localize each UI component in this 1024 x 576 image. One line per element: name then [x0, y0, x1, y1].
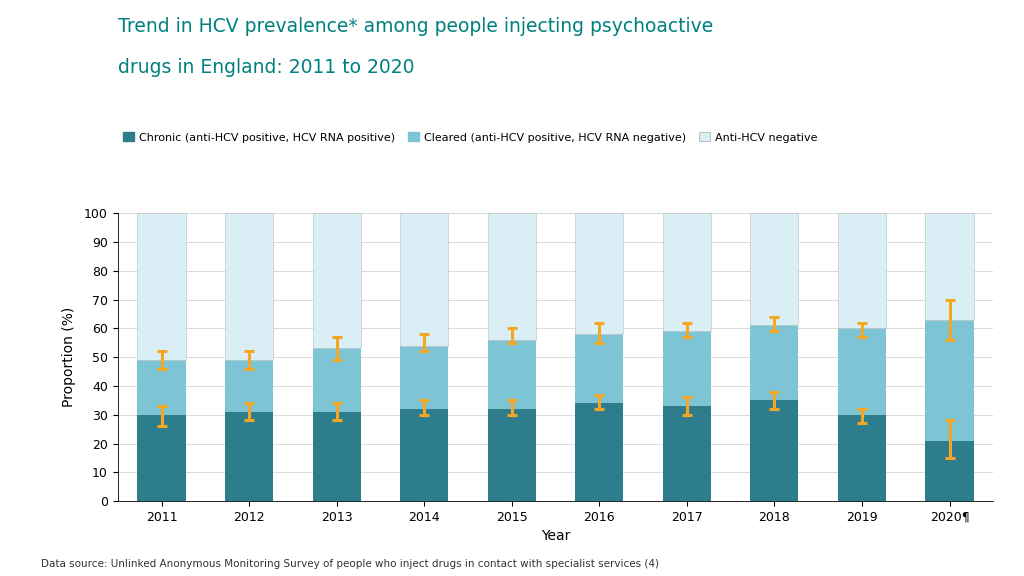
Bar: [312, 213, 360, 348]
X-axis label: Year: Year: [541, 529, 570, 543]
Bar: [838, 213, 886, 328]
Bar: [838, 328, 886, 415]
Bar: [225, 213, 273, 360]
Bar: [926, 320, 974, 441]
Bar: [663, 213, 711, 331]
Text: Trend in HCV prevalence* among people injecting psychoactive: Trend in HCV prevalence* among people in…: [118, 17, 713, 36]
Bar: [225, 360, 273, 412]
Bar: [575, 334, 624, 403]
Bar: [137, 360, 185, 415]
Bar: [575, 403, 624, 501]
Bar: [926, 441, 974, 501]
Bar: [487, 409, 536, 501]
Bar: [926, 213, 974, 320]
Legend: Chronic (anti-HCV positive, HCV RNA positive), Cleared (anti-HCV positive, HCV R: Chronic (anti-HCV positive, HCV RNA posi…: [123, 132, 817, 143]
Bar: [137, 415, 185, 501]
Bar: [575, 213, 624, 334]
Bar: [838, 415, 886, 501]
Bar: [225, 412, 273, 501]
Bar: [663, 406, 711, 501]
Text: Data source: Unlinked Anonymous Monitoring Survey of people who inject drugs in : Data source: Unlinked Anonymous Monitori…: [41, 559, 659, 569]
Bar: [312, 348, 360, 412]
Bar: [137, 213, 185, 360]
Bar: [400, 213, 449, 346]
Bar: [400, 346, 449, 409]
Bar: [487, 340, 536, 409]
Bar: [400, 409, 449, 501]
Bar: [751, 213, 799, 325]
Y-axis label: Proportion (%): Proportion (%): [61, 307, 76, 407]
Bar: [751, 400, 799, 501]
Bar: [487, 213, 536, 340]
Bar: [663, 331, 711, 406]
Bar: [312, 412, 360, 501]
Text: drugs in England: 2011 to 2020: drugs in England: 2011 to 2020: [118, 58, 415, 77]
Bar: [751, 325, 799, 400]
